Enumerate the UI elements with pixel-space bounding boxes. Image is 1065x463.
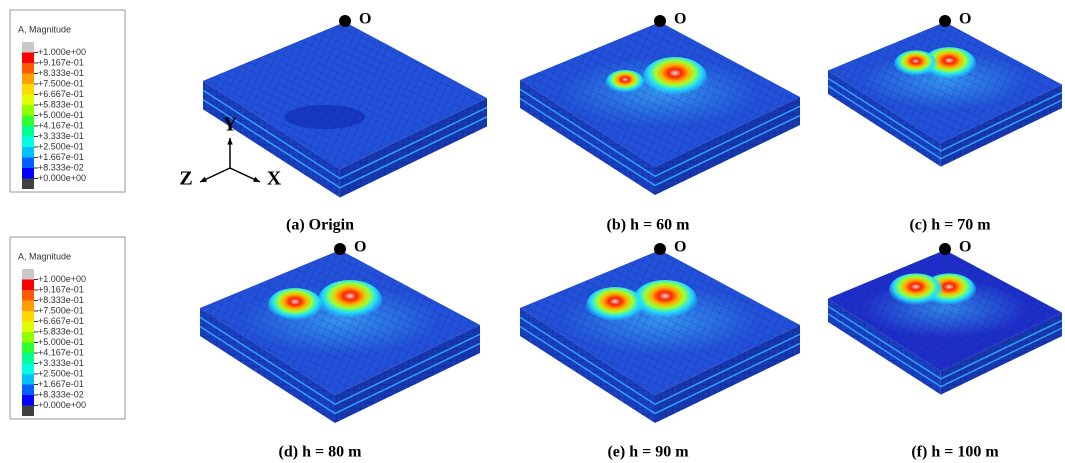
- stress-peak: [606, 70, 644, 94]
- legend-swatch: [22, 137, 34, 148]
- model-panel: O (a) Origin: [203, 11, 487, 234]
- stress-peak: [586, 287, 644, 323]
- legend-label: +2.500e-01: [38, 368, 84, 378]
- legend-swatch: [22, 311, 34, 322]
- legend-label: +5.000e-01: [38, 337, 84, 347]
- origin-point: [939, 243, 951, 255]
- panel-caption: (c) h = 70 m: [909, 217, 991, 234]
- legend-swatch: [22, 353, 34, 364]
- axis-label: Z: [179, 168, 192, 190]
- legend-label: +6.667e-01: [38, 316, 84, 326]
- legend-swatch: [22, 84, 34, 95]
- model-panel: O (d) h = 80 m: [200, 239, 480, 461]
- legend-swatch: [22, 179, 34, 190]
- panel-caption: (d) h = 80 m: [279, 444, 363, 461]
- legend-label: +5.833e-01: [38, 99, 84, 109]
- legend-swatch: [22, 301, 34, 312]
- axis-label: Y: [223, 114, 238, 136]
- legend-swatch: [22, 74, 34, 85]
- panel-caption: (f) h = 100 m: [911, 444, 999, 461]
- legend-label: +8.333e-01: [38, 68, 84, 78]
- legend-label: +1.000e+00: [38, 47, 86, 57]
- legend-label: +3.333e-01: [38, 131, 84, 141]
- legend-label: +4.167e-01: [38, 120, 84, 130]
- legend-label: +1.000e+00: [38, 274, 86, 284]
- legend-label: +8.333e-02: [38, 389, 84, 399]
- model-panel: O (f) h = 100 m: [828, 239, 1062, 461]
- legend-label: +3.333e-01: [38, 358, 84, 368]
- origin-label: O: [674, 239, 686, 256]
- origin-label: O: [354, 239, 366, 256]
- legend-swatch: [22, 147, 34, 158]
- legend-swatch: [22, 168, 34, 179]
- origin-point: [939, 15, 951, 27]
- model-panel: O (c) h = 70 m: [828, 11, 1062, 234]
- legend-label: +0.000e+00: [38, 173, 86, 183]
- legend-swatch: [22, 269, 34, 280]
- stress-peak: [318, 280, 382, 320]
- legend-label: +9.167e-01: [38, 284, 84, 294]
- origin-point: [334, 243, 346, 255]
- legend-swatch: [22, 290, 34, 301]
- legend-swatch: [22, 63, 34, 74]
- stress-peak: [889, 273, 942, 306]
- panel-caption: (b) h = 60 m: [607, 217, 691, 234]
- origin-label: O: [359, 11, 371, 28]
- axis-label: X: [267, 168, 282, 190]
- model-panel: O (e) h = 90 m: [520, 239, 800, 461]
- legend-label: +4.167e-01: [38, 347, 84, 357]
- legend-label: +7.500e-01: [38, 78, 84, 88]
- legend-swatch: [22, 322, 34, 333]
- stress-peak: [268, 288, 322, 322]
- legend-label: +5.833e-01: [38, 326, 84, 336]
- legend-swatch: [22, 53, 34, 64]
- stress-peak: [894, 50, 937, 77]
- legend-swatch: [22, 158, 34, 169]
- legend-swatch: [22, 95, 34, 106]
- legend-swatch: [22, 374, 34, 385]
- legend-label: +0.000e+00: [38, 400, 86, 410]
- legend-title: A, Magnitude: [18, 24, 71, 34]
- origin-point: [654, 15, 666, 27]
- legend-label: +1.667e-01: [38, 379, 84, 389]
- legend-swatch: [22, 105, 34, 116]
- legend-label: +7.500e-01: [38, 305, 84, 315]
- legend-label: +1.667e-01: [38, 152, 84, 162]
- legend-swatch: [22, 126, 34, 137]
- legend-swatch: [22, 395, 34, 406]
- model-panel: O (b) h = 60 m: [520, 11, 800, 234]
- origin-label: O: [959, 239, 971, 256]
- legend-swatch: [22, 406, 34, 417]
- legend-swatch: [22, 364, 34, 375]
- panel-caption: (e) h = 90 m: [607, 444, 689, 461]
- legend-swatch: [22, 343, 34, 354]
- origin-label: O: [959, 11, 971, 28]
- legend-label: +5.000e-01: [38, 110, 84, 120]
- legend-swatch: [22, 280, 34, 291]
- legend-label: +8.333e-01: [38, 295, 84, 305]
- legend-swatch: [22, 332, 34, 343]
- arrow-head: [227, 138, 232, 144]
- legend-label: +6.667e-01: [38, 89, 84, 99]
- legend-swatch: [22, 42, 34, 53]
- legend-title: A, Magnitude: [18, 251, 71, 261]
- origin-point: [654, 243, 666, 255]
- legend-swatch: [22, 116, 34, 127]
- origin-point: [339, 15, 351, 27]
- origin-label: O: [674, 11, 686, 28]
- legend-label: +9.167e-01: [38, 57, 84, 67]
- legend-label: +8.333e-02: [38, 162, 84, 172]
- stress-peak: [643, 57, 707, 97]
- figure: A, Magnitude+1.000e+00+9.167e-01+8.333e-…: [0, 0, 1065, 463]
- legend: A, Magnitude+1.000e+00+9.167e-01+8.333e-…: [10, 237, 125, 419]
- legend-label: +2.500e-01: [38, 141, 84, 151]
- legend-swatch: [22, 385, 34, 396]
- legend: A, Magnitude+1.000e+00+9.167e-01+8.333e-…: [10, 10, 125, 192]
- panel-caption: (a) Origin: [286, 217, 354, 234]
